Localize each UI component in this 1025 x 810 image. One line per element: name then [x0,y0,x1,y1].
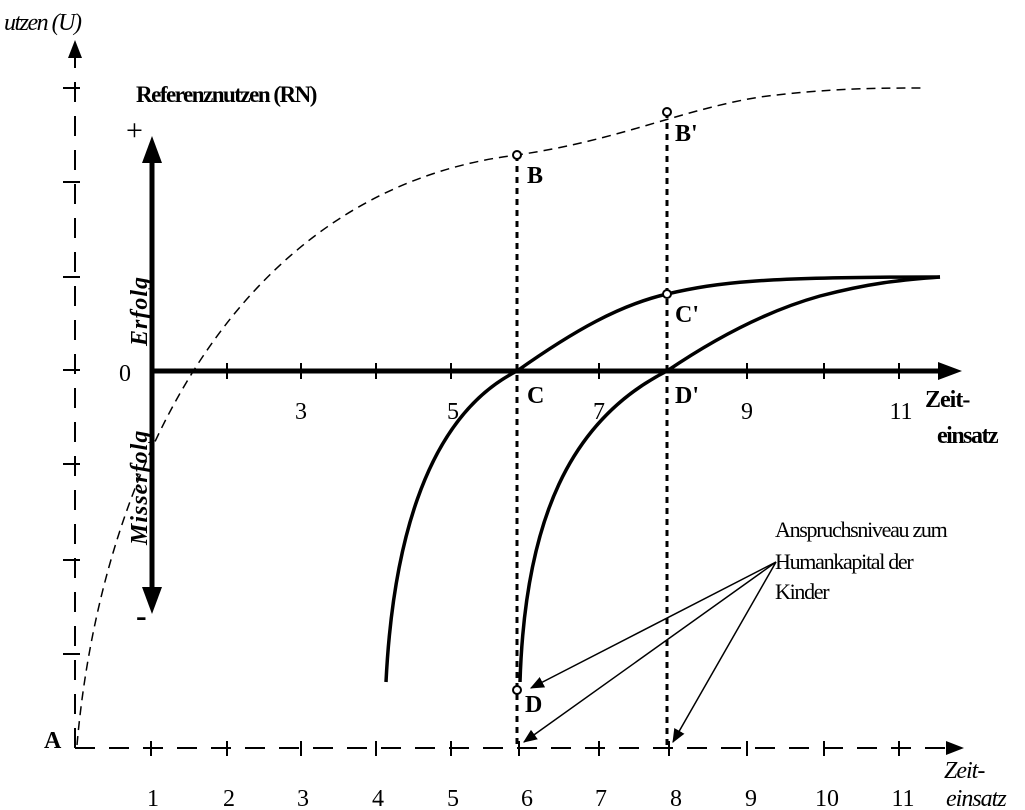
point-B-prime-marker [662,107,672,117]
success-arrow-head [142,136,162,163]
point-D-marker [512,685,522,695]
point-C-prime-label: C' [675,302,699,328]
upper-x-axis-arrow [938,362,962,380]
lower-axis-label-line1: Zeit- [944,758,985,784]
origin-A-label: A [44,728,62,754]
point-C-prime-marker [662,289,672,299]
aspiration-curve-2 [518,275,941,683]
lower-tick-9: 9 [745,786,757,810]
point-B-prime-label: B' [675,121,698,147]
y-axis-label: utzen (U) [4,10,82,36]
point-D-label: D [525,692,542,718]
lower-x-axis-arrow [946,741,964,755]
lower-tick-1: 1 [147,786,159,810]
annotation-arrow-1 [523,561,777,743]
lower-axis-label-line2: einsatz [946,786,1007,810]
upper-axis-label-line1: Zeit- [925,387,970,413]
lower-tick-3: 3 [297,786,309,810]
upper-axis-label-line2: einsatz [937,423,999,449]
upper-tick-11: 11 [889,399,912,425]
lower-tick-4: 4 [372,786,384,810]
upper-tick-9: 9 [741,399,753,425]
upper-x-ticks [226,363,900,379]
plus-sign: + [126,114,143,147]
point-C-label: C [527,383,544,409]
failure-label: Misserfolg [127,430,153,546]
y-axis-ticks [63,87,80,655]
minus-sign: - [136,597,147,633]
lower-tick-8: 8 [670,786,682,810]
annotation-arrow-2 [529,561,777,689]
failure-arrow-head [142,587,162,614]
lower-x-ticks [150,741,900,756]
reference-utility-label: Referenznutzen (RN) [136,82,317,107]
annotation-line1: Anspruchsniveau zum [775,517,948,542]
point-B-label: B [527,163,543,189]
lower-tick-6: 6 [521,786,533,810]
upper-origin-label: 0 [119,361,131,387]
lower-tick-7: 7 [595,786,607,810]
upper-tick-7: 7 [593,399,605,425]
lower-tick-2: 2 [223,786,235,810]
annotation-arrow-3 [672,561,777,744]
y-axis-arrow [68,40,82,58]
upper-tick-3: 3 [295,399,307,425]
upper-tick-5: 5 [447,399,459,425]
aspiration-curve-1 [384,275,941,683]
lower-tick-10: 10 [815,786,839,810]
point-D-prime-label: D' [675,383,699,409]
reference-utility-curve [76,87,926,746]
annotation-line3: Kinder [775,579,830,604]
annotation-line2: Humankapital der [775,549,914,574]
lower-tick-11: 11 [891,786,914,810]
lower-tick-5: 5 [447,786,459,810]
success-label: Erfolg [127,276,153,347]
point-B-marker [512,150,522,160]
